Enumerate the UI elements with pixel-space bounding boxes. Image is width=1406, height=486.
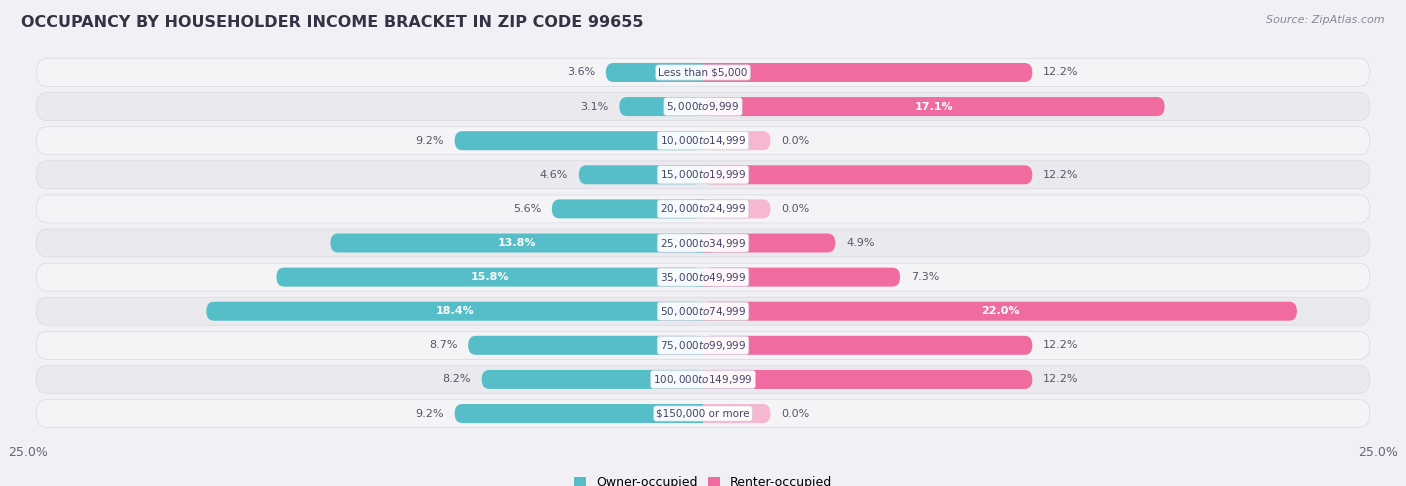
Bar — [703, 268, 710, 287]
Text: 12.2%: 12.2% — [1043, 68, 1078, 77]
FancyBboxPatch shape — [37, 399, 1369, 428]
Text: 9.2%: 9.2% — [415, 136, 444, 146]
Bar — [703, 63, 710, 82]
Text: 0.0%: 0.0% — [782, 409, 810, 418]
Text: 4.9%: 4.9% — [846, 238, 875, 248]
Bar — [696, 199, 703, 218]
Text: 12.2%: 12.2% — [1043, 374, 1078, 384]
Bar — [696, 165, 703, 184]
FancyBboxPatch shape — [37, 229, 1369, 257]
FancyBboxPatch shape — [703, 336, 1032, 355]
Text: OCCUPANCY BY HOUSEHOLDER INCOME BRACKET IN ZIP CODE 99655: OCCUPANCY BY HOUSEHOLDER INCOME BRACKET … — [21, 15, 644, 30]
FancyBboxPatch shape — [579, 165, 703, 184]
FancyBboxPatch shape — [703, 404, 770, 423]
Text: $150,000 or more: $150,000 or more — [657, 409, 749, 418]
Bar — [703, 404, 710, 423]
Text: 22.0%: 22.0% — [981, 306, 1019, 316]
FancyBboxPatch shape — [207, 302, 703, 321]
Text: 17.1%: 17.1% — [914, 102, 953, 112]
Bar — [703, 97, 710, 116]
FancyBboxPatch shape — [703, 233, 835, 253]
FancyBboxPatch shape — [37, 161, 1369, 189]
FancyBboxPatch shape — [703, 302, 1296, 321]
Text: $15,000 to $19,999: $15,000 to $19,999 — [659, 168, 747, 181]
Text: 3.6%: 3.6% — [567, 68, 595, 77]
Text: 7.3%: 7.3% — [911, 272, 939, 282]
FancyBboxPatch shape — [37, 93, 1369, 121]
FancyBboxPatch shape — [37, 365, 1369, 393]
Bar — [703, 131, 710, 150]
Text: 4.6%: 4.6% — [540, 170, 568, 180]
Text: 13.8%: 13.8% — [498, 238, 536, 248]
Text: 18.4%: 18.4% — [436, 306, 474, 316]
Text: 12.2%: 12.2% — [1043, 170, 1078, 180]
Text: 0.0%: 0.0% — [782, 204, 810, 214]
FancyBboxPatch shape — [37, 58, 1369, 87]
FancyBboxPatch shape — [37, 195, 1369, 223]
Text: $20,000 to $24,999: $20,000 to $24,999 — [659, 202, 747, 215]
FancyBboxPatch shape — [482, 370, 703, 389]
FancyBboxPatch shape — [277, 268, 703, 287]
FancyBboxPatch shape — [37, 297, 1369, 325]
Bar — [696, 97, 703, 116]
FancyBboxPatch shape — [703, 268, 900, 287]
Text: Less than $5,000: Less than $5,000 — [658, 68, 748, 77]
FancyBboxPatch shape — [37, 331, 1369, 359]
FancyBboxPatch shape — [703, 63, 1032, 82]
Bar — [696, 233, 703, 253]
FancyBboxPatch shape — [330, 233, 703, 253]
FancyBboxPatch shape — [606, 63, 703, 82]
FancyBboxPatch shape — [468, 336, 703, 355]
FancyBboxPatch shape — [703, 199, 770, 218]
Text: 8.2%: 8.2% — [443, 374, 471, 384]
Bar — [696, 131, 703, 150]
Bar — [703, 233, 710, 253]
FancyBboxPatch shape — [703, 165, 1032, 184]
Bar — [696, 370, 703, 389]
Text: 15.8%: 15.8% — [471, 272, 509, 282]
Text: Source: ZipAtlas.com: Source: ZipAtlas.com — [1267, 15, 1385, 25]
Bar — [696, 63, 703, 82]
FancyBboxPatch shape — [454, 131, 703, 150]
Text: 0.0%: 0.0% — [782, 136, 810, 146]
Bar — [703, 302, 710, 321]
Text: 5.6%: 5.6% — [513, 204, 541, 214]
FancyBboxPatch shape — [37, 127, 1369, 155]
Bar — [703, 336, 710, 355]
Text: 12.2%: 12.2% — [1043, 340, 1078, 350]
Bar — [703, 165, 710, 184]
Bar — [696, 302, 703, 321]
FancyBboxPatch shape — [454, 404, 703, 423]
Bar — [696, 404, 703, 423]
Text: $75,000 to $99,999: $75,000 to $99,999 — [659, 339, 747, 352]
FancyBboxPatch shape — [37, 263, 1369, 291]
Bar — [696, 336, 703, 355]
Bar — [703, 199, 710, 218]
Text: 8.7%: 8.7% — [429, 340, 457, 350]
FancyBboxPatch shape — [703, 131, 770, 150]
Text: $35,000 to $49,999: $35,000 to $49,999 — [659, 271, 747, 284]
Bar — [703, 370, 710, 389]
FancyBboxPatch shape — [551, 199, 703, 218]
FancyBboxPatch shape — [703, 97, 1164, 116]
Text: 9.2%: 9.2% — [415, 409, 444, 418]
Legend: Owner-occupied, Renter-occupied: Owner-occupied, Renter-occupied — [574, 476, 832, 486]
Bar — [696, 268, 703, 287]
Text: $5,000 to $9,999: $5,000 to $9,999 — [666, 100, 740, 113]
Text: $100,000 to $149,999: $100,000 to $149,999 — [654, 373, 752, 386]
Text: $25,000 to $34,999: $25,000 to $34,999 — [659, 237, 747, 249]
Text: 3.1%: 3.1% — [581, 102, 609, 112]
Text: $50,000 to $74,999: $50,000 to $74,999 — [659, 305, 747, 318]
FancyBboxPatch shape — [619, 97, 703, 116]
Text: $10,000 to $14,999: $10,000 to $14,999 — [659, 134, 747, 147]
FancyBboxPatch shape — [703, 370, 1032, 389]
